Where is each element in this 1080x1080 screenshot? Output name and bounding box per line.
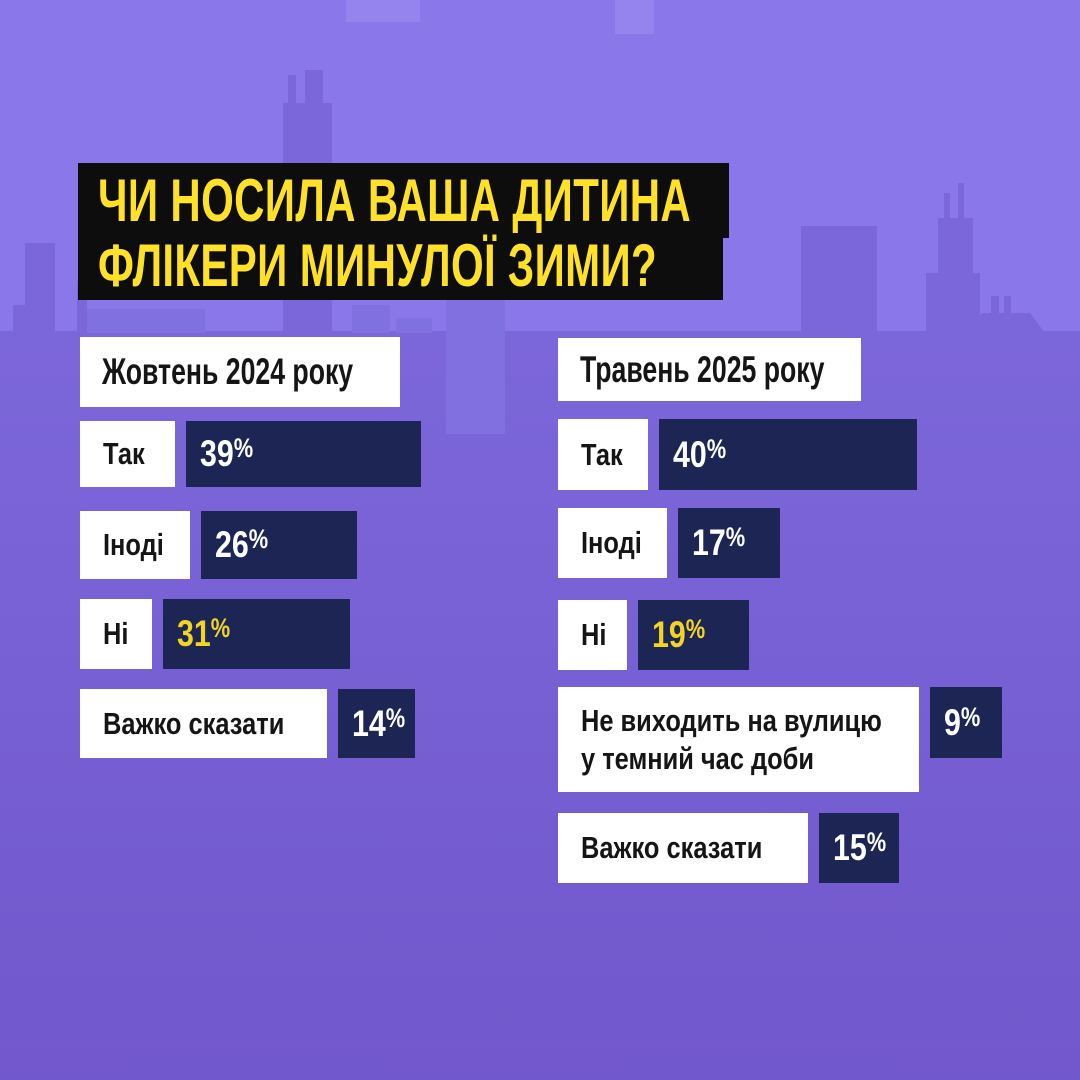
answer-label-text: Ні (581, 617, 607, 653)
answer-label: Важко сказати (558, 813, 808, 883)
percent-sign: % (960, 701, 981, 732)
value-bar: 26% (201, 511, 357, 579)
value-bar: 19% (638, 600, 749, 670)
sky-patch-1 (346, 0, 420, 22)
skyline-chimney-rod (288, 75, 296, 105)
percent-sign: % (685, 614, 706, 644)
value-label: 39% (200, 433, 254, 474)
skyline-big-building-right (801, 226, 877, 333)
skyline-building-mid-1 (352, 305, 390, 333)
skyline-building-left-3 (77, 281, 87, 333)
value-bar: 31% (163, 599, 350, 669)
answer-label: Так (558, 419, 648, 490)
percent-sign: % (210, 613, 231, 643)
skyline-tower-base (926, 273, 980, 333)
answer-label-text: Важко сказати (581, 830, 763, 866)
skyline-building-mid-2 (396, 318, 432, 333)
title-line-1: ЧИ НОСИЛА ВАША ДИТИНА (98, 166, 945, 234)
value-bar: 40% (659, 419, 917, 490)
title-background (78, 163, 723, 300)
value-label: 31% (177, 613, 231, 654)
sky-patch-2 (615, 0, 654, 34)
percent-sign: % (725, 522, 746, 552)
answer-label-text: Важко сказати (103, 705, 285, 741)
value-bar: 39% (186, 421, 421, 487)
page-title: ФЛІКЕРИ МИНУЛОЇ ЗИМИ? (98, 231, 658, 299)
column-header: Травень 2025 року (558, 338, 861, 401)
value-bar: 15% (819, 813, 899, 883)
skyline-house-roof (970, 313, 1045, 333)
percent-sign: % (866, 827, 887, 857)
page-title: ЧИ НОСИЛА ВАША ДИТИНА (98, 166, 692, 234)
value-label: 19% (652, 614, 706, 655)
answer-label-text: Іноді (581, 525, 642, 561)
skyline-building-left-1 (25, 243, 55, 333)
answer-label-text: Іноді (103, 527, 164, 563)
column-header-label: Травень 2025 року (580, 348, 825, 390)
title-background-step (723, 163, 729, 238)
value-label: 17% (692, 522, 746, 563)
answer-label: Іноді (80, 511, 190, 579)
skyline-tower-antenna-1 (944, 193, 950, 221)
value-bar: 9% (930, 687, 1002, 758)
percent-sign: % (706, 433, 727, 464)
value-label: 15% (833, 827, 887, 868)
column-header: Жовтень 2024 року (80, 337, 400, 407)
answer-label: Так (80, 421, 175, 487)
answer-label: Іноді (558, 508, 667, 578)
percent-sign: % (248, 524, 269, 554)
title-line-2: ФЛІКЕРИ МИНУЛОЇ ЗИМИ? (98, 231, 897, 299)
skyline-tower-antenna-2 (958, 183, 964, 221)
value-bar: 14% (338, 689, 415, 758)
answer-label-text: Не виходить на вулицю у темний час доби (581, 702, 882, 776)
skyline-building-left-4 (87, 309, 205, 333)
column-header-label: Жовтень 2024 року (102, 351, 354, 392)
value-bar: 17% (678, 508, 780, 578)
value-label: 40% (673, 433, 727, 475)
value-label: 14% (352, 702, 406, 744)
answer-label-text: Ні (103, 616, 129, 652)
answer-label: Ні (558, 600, 627, 670)
skyline-building-left-2 (13, 305, 27, 333)
answer-label: Ні (80, 599, 152, 669)
skyline-tower-top (938, 218, 973, 276)
answer-label: Не виходить на вулицю у темний час доби (558, 687, 919, 792)
percent-sign: % (233, 433, 254, 463)
value-label: 9% (944, 701, 981, 743)
answer-label: Важко сказати (80, 689, 327, 758)
answer-label-text: Так (103, 436, 145, 472)
percent-sign: % (385, 702, 406, 733)
answer-label-text: Так (581, 436, 623, 472)
value-label: 26% (215, 524, 269, 565)
skyline-chimney-cap (305, 70, 323, 105)
